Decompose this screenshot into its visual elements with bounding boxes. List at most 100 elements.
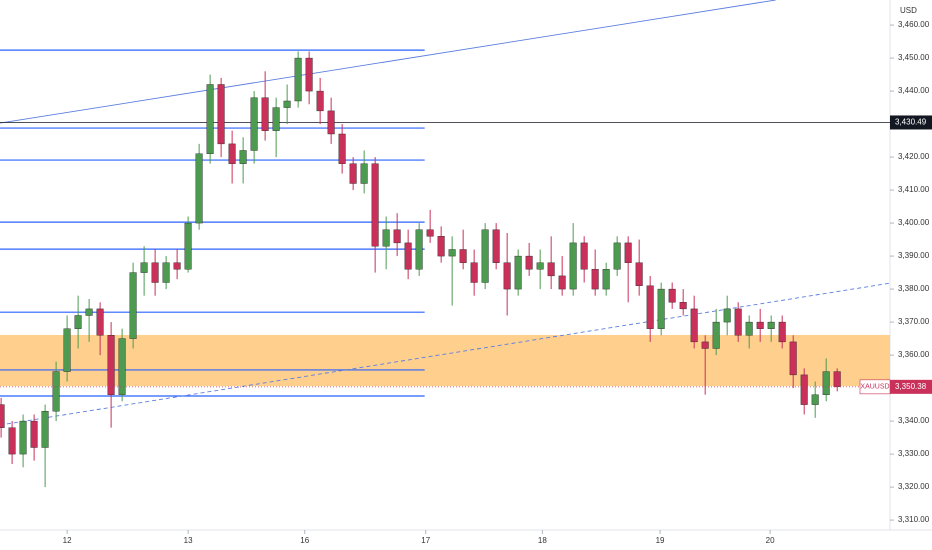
candle-body xyxy=(833,371,841,388)
candle-body xyxy=(8,427,16,455)
candle-body xyxy=(404,242,412,270)
candle-body xyxy=(327,110,335,135)
candle-body xyxy=(646,285,654,329)
candle-body xyxy=(547,262,555,277)
x-tick-label: 20 xyxy=(766,536,775,545)
candle-body xyxy=(338,133,346,164)
candle-body xyxy=(800,374,808,405)
candle-body xyxy=(151,262,159,283)
x-tick-label: 12 xyxy=(63,536,72,545)
candle-body xyxy=(624,242,632,263)
candle-body xyxy=(525,255,533,270)
marker-label: 3,430.49 xyxy=(895,118,927,127)
x-tick-label: 19 xyxy=(656,536,665,545)
candle-body xyxy=(250,97,258,151)
candle-body xyxy=(723,308,731,323)
candle-body xyxy=(811,394,819,405)
candle-body xyxy=(30,420,38,448)
marker-tag xyxy=(890,115,932,130)
candle-body xyxy=(657,288,665,329)
y-tick-label: 3,450.00 xyxy=(898,53,930,62)
candle-body xyxy=(85,308,93,316)
y-tick-label: 3,460.00 xyxy=(898,20,930,29)
price-tag xyxy=(890,379,932,394)
candle-body xyxy=(294,57,302,102)
candle-body xyxy=(239,150,247,164)
trend-line xyxy=(0,282,891,426)
candle-body xyxy=(591,269,599,290)
candle-body xyxy=(118,338,126,395)
candle-body xyxy=(349,163,357,184)
candle-body xyxy=(206,84,214,154)
candle-body xyxy=(162,262,170,283)
candle-body xyxy=(492,229,500,263)
candle-body xyxy=(569,242,577,290)
candle-body xyxy=(129,272,137,339)
candle-body xyxy=(536,262,544,270)
candle-body xyxy=(437,236,445,257)
candle-body xyxy=(514,255,522,290)
candle-body xyxy=(272,107,280,131)
candle-body xyxy=(712,321,720,349)
y-tick-label: 3,370.00 xyxy=(898,317,930,326)
candle-body xyxy=(393,229,401,244)
candle-body xyxy=(426,229,434,237)
trend-line xyxy=(0,0,776,124)
candle-body xyxy=(448,249,456,257)
candle-body xyxy=(382,229,390,247)
candle-body xyxy=(228,143,236,164)
candle-body xyxy=(173,262,181,270)
y-tick-label: 3,380.00 xyxy=(898,284,930,293)
x-tick-label: 17 xyxy=(421,536,430,545)
y-tick-label: 3,360.00 xyxy=(898,350,930,359)
y-tick-label: 3,410.00 xyxy=(898,185,930,194)
y-tick-label: 3,340.00 xyxy=(898,416,930,425)
symbol-label: XAUUSD xyxy=(860,384,889,391)
candle-body xyxy=(283,100,291,108)
candle-body xyxy=(140,262,148,273)
currency-label: USD xyxy=(900,6,917,15)
candle-body xyxy=(470,262,478,283)
candle-body xyxy=(635,262,643,286)
candle-body xyxy=(690,308,698,343)
y-tick-label: 3,390.00 xyxy=(898,251,930,260)
candle-body xyxy=(756,321,764,329)
candle-body xyxy=(316,90,324,112)
y-tick-label: 3,400.00 xyxy=(898,218,930,227)
y-tick-label: 3,310.00 xyxy=(898,515,930,524)
candle-body xyxy=(602,269,610,290)
candle-body xyxy=(0,404,5,428)
candle-body xyxy=(558,275,566,290)
candle-body xyxy=(481,229,489,283)
x-tick-label: 16 xyxy=(300,536,309,545)
zone xyxy=(0,334,890,387)
candle-body xyxy=(52,371,60,412)
candle-body xyxy=(41,410,49,448)
y-tick-label: 3,440.00 xyxy=(898,86,930,95)
price-label: 3,350.38 xyxy=(895,382,927,391)
candle-body xyxy=(459,249,467,263)
candle-body xyxy=(184,222,192,270)
candle-body xyxy=(371,163,379,247)
candle-body xyxy=(261,97,269,131)
candle-body xyxy=(107,335,115,395)
candle-body xyxy=(74,315,82,329)
candle-body xyxy=(767,321,775,329)
candle-body xyxy=(305,57,313,92)
candle-body xyxy=(778,321,786,343)
candle-body xyxy=(789,341,797,376)
candle-body xyxy=(613,242,621,270)
candle-body xyxy=(580,242,588,270)
candle-body xyxy=(217,84,225,145)
candle-body xyxy=(701,341,709,349)
candle-body xyxy=(679,302,687,310)
candle-body xyxy=(668,288,676,303)
y-tick-label: 3,420.00 xyxy=(898,152,930,161)
candle-body xyxy=(96,308,104,336)
candle-body xyxy=(822,371,830,395)
y-tick-label: 3,320.00 xyxy=(898,482,930,491)
candle-body xyxy=(415,229,423,270)
candle-body xyxy=(503,262,511,290)
